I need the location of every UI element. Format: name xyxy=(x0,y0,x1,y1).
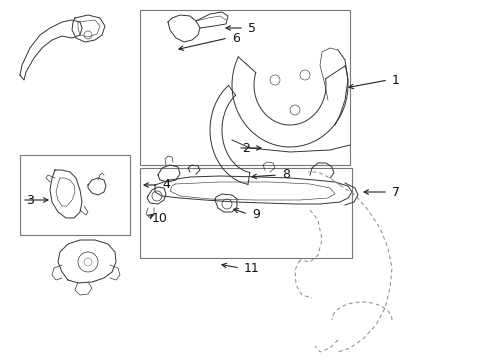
Text: 4: 4 xyxy=(162,179,169,192)
Text: 10: 10 xyxy=(152,211,167,225)
Text: 6: 6 xyxy=(231,31,240,45)
Text: 9: 9 xyxy=(251,207,259,220)
Text: 7: 7 xyxy=(391,185,399,198)
Bar xyxy=(140,10,349,165)
Text: 2: 2 xyxy=(242,141,249,154)
Text: 5: 5 xyxy=(247,22,256,35)
Text: 11: 11 xyxy=(244,261,259,274)
Text: 1: 1 xyxy=(391,73,399,86)
Text: 3: 3 xyxy=(26,194,34,207)
Text: 8: 8 xyxy=(282,168,289,181)
Bar xyxy=(140,168,351,258)
Bar xyxy=(20,155,130,235)
